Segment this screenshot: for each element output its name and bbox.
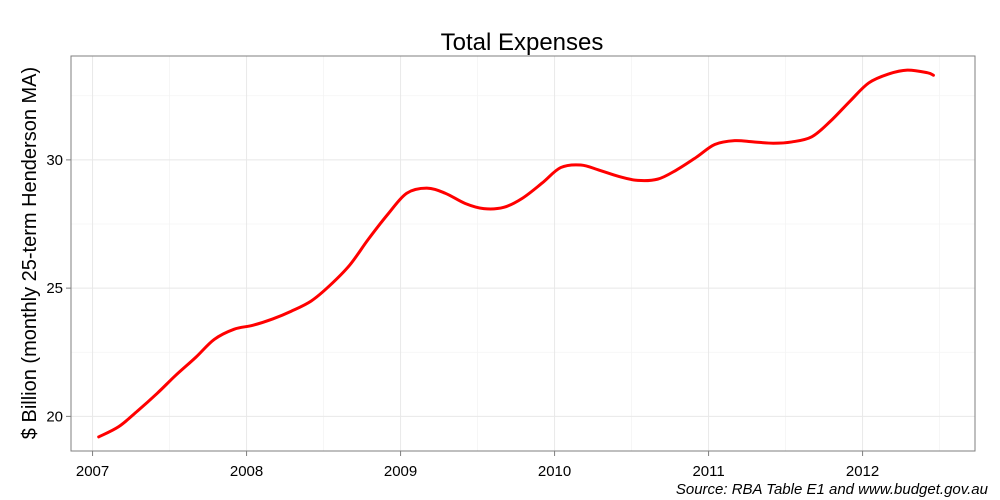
x-tick-label: 2012	[846, 463, 879, 480]
y-tick-label: 20	[46, 408, 63, 425]
y-axis: 20 25 30	[46, 152, 71, 425]
series-line-total-expenses	[97, 68, 935, 439]
chart-title: Total Expenses	[441, 29, 604, 56]
x-tick-label: 2008	[230, 463, 263, 480]
y-tick-label: 25	[46, 280, 63, 297]
x-tick-label: 2009	[384, 463, 417, 480]
plot-panel	[70, 55, 976, 452]
major-grid	[71, 56, 975, 451]
y-axis-label: $ Billion (monthly 25-term Henderson MA)	[19, 67, 41, 439]
y-tick-label: 30	[46, 152, 63, 169]
x-axis: 2007 2008 2009 2010 2011 2012	[76, 451, 879, 480]
minor-grid	[71, 56, 975, 451]
source-caption: Source: RBA Table E1 and www.budget.gov.…	[676, 481, 989, 498]
x-tick-label: 2007	[76, 463, 109, 480]
x-tick-label: 2011	[692, 463, 724, 480]
series-layer	[97, 68, 935, 439]
x-tick-label: 2010	[538, 463, 571, 480]
